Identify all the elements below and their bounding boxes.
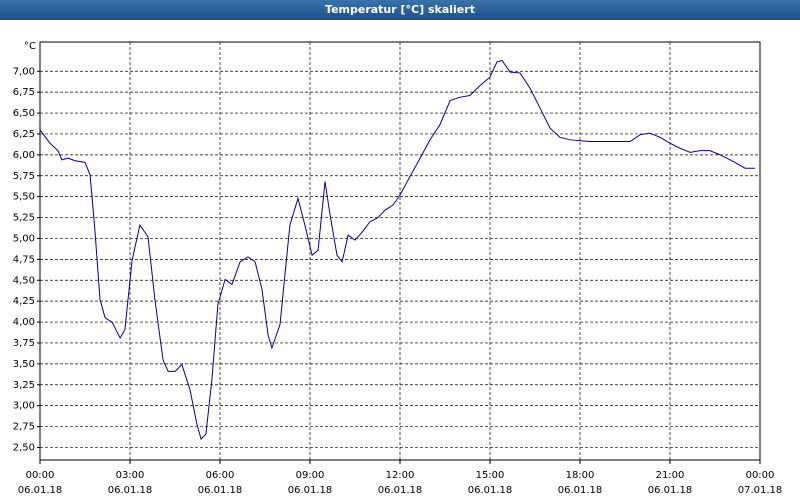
x-tick-date: 06.01.18 [18,485,63,496]
y-tick-label: 2,50 [13,442,35,453]
y-tick-label: 3,25 [13,380,35,391]
x-tick-date: 06.01.18 [108,485,153,496]
x-tick-label: 00:00 [26,470,55,481]
x-tick-date: 06.01.18 [648,485,693,496]
chart: °C 2,50 2,75 3,00 3,25 3,50 3,75 4,00 4,25 4,50 4… [13,41,783,496]
x-tick-label: 15:00 [476,470,505,481]
y-tick-label: 3,50 [13,359,35,370]
y-tick-label: 5,75 [13,171,35,182]
y-tick-label: 4,00 [13,317,35,328]
x-tick-label: 03:00 [116,470,145,481]
x-tick-date: 06.01.18 [288,485,333,496]
x-tick-label: 06:00 [206,470,235,481]
y-tick-label: 5,50 [13,192,35,203]
y-tick-label: 6,75 [13,87,35,98]
x-tick-date: 06.01.18 [378,485,423,496]
y-tick-label: 6,00 [13,150,35,161]
y-tick-label: 7,00 [13,66,35,77]
x-tick-label: 18:00 [566,470,595,481]
line [39,59,755,441]
x-tick-label: 09:00 [296,470,325,481]
x-tick-label: 21:00 [656,470,685,481]
title-bar: Temperatur [°C] skaliert [0,0,800,20]
x-tick-label: 12:00 [386,470,415,481]
x-tick-label: 00:00 [746,470,775,481]
plot-border [39,41,761,461]
y-tick-label: 5,00 [13,233,35,244]
y-tick-label: 4,75 [13,254,35,265]
y-tick-label: 4,50 [13,275,35,286]
y-tick-label: 2,75 [13,422,35,433]
y-tick-label: 6,50 [13,108,35,119]
y-tick-label: 3,75 [13,338,35,349]
y-tick-label: 3,00 [13,401,35,412]
y-unit: °C [24,41,36,52]
x-tick-date: 07.01.18 [738,485,783,496]
y-tick-label: 4,25 [13,296,35,307]
x-tick-date: 06.01.18 [468,485,513,496]
x-tick-date: 06.01.18 [198,485,243,496]
x-tick-date: 06.01.18 [558,485,603,496]
y-tick-label: 6,25 [13,129,35,140]
y-tick-label: 5,25 [13,213,35,224]
